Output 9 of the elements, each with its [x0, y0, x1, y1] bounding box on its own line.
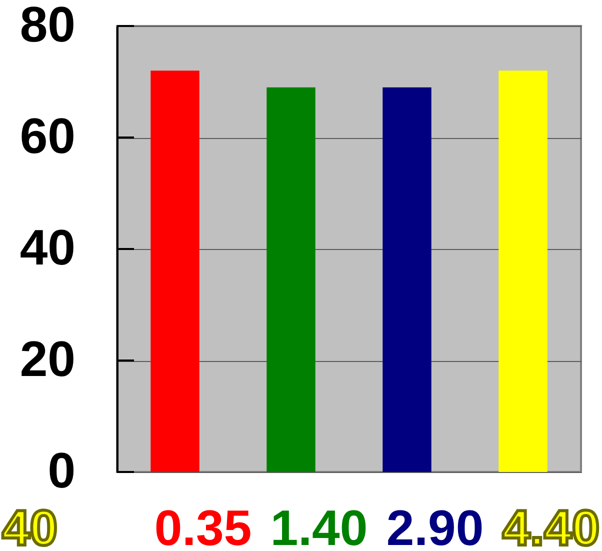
- y-tick-label: 60: [20, 108, 76, 164]
- x-tick-label: 4.40: [502, 500, 600, 551]
- y-tick-label: 0: [48, 442, 76, 498]
- x-tick-label: 0.35: [154, 500, 252, 551]
- y-tick-label: 20: [20, 331, 76, 387]
- y-tick-label: 40: [20, 220, 76, 276]
- x-tick-label: 1.40: [270, 500, 368, 551]
- x-tick-label: 2.90: [386, 500, 484, 551]
- y-tick-label: 80: [20, 0, 76, 52]
